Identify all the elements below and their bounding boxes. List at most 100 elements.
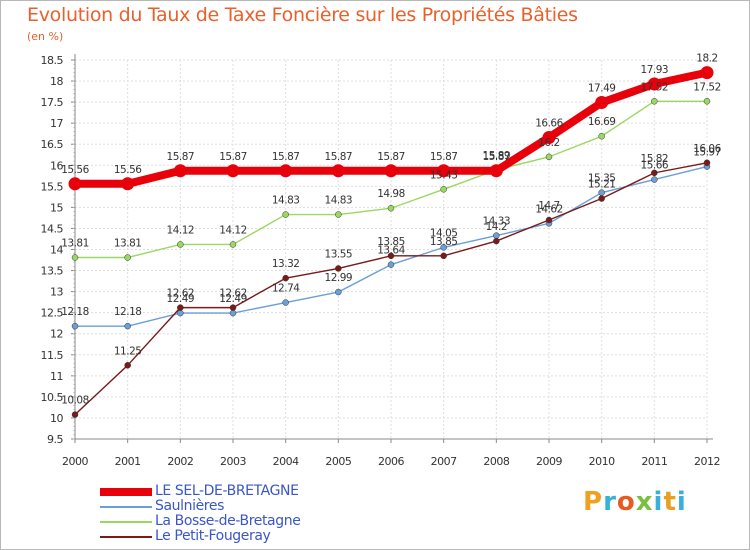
data-point: [595, 96, 609, 110]
y-tick-label: 17: [50, 117, 63, 130]
data-label: 13.55: [325, 248, 353, 260]
data-point: [335, 288, 342, 296]
data-label: 15.87: [377, 151, 405, 163]
data-point: [651, 176, 658, 183]
y-tick-label: 12: [50, 328, 63, 341]
data-point: [598, 132, 605, 140]
data-label: 15.89: [483, 150, 511, 162]
data-label: 11.25: [114, 345, 142, 357]
data-point: [545, 216, 553, 224]
data-label: 15.21: [588, 179, 616, 191]
data-point: [121, 177, 135, 191]
data-point: [387, 204, 395, 212]
data-point: [177, 241, 184, 248]
legend-swatch: [100, 521, 152, 523]
data-label: 15.82: [641, 153, 669, 165]
x-tick-label: 2011: [641, 455, 667, 468]
data-label: 13.85: [430, 236, 458, 248]
data-point: [331, 164, 345, 178]
x-tick-label: 2010: [589, 455, 615, 468]
data-point: [647, 77, 661, 91]
y-tick-label: 11: [50, 370, 63, 383]
data-label: 14.83: [272, 195, 300, 207]
data-label: 15.66: [641, 160, 669, 172]
data-point: [68, 177, 82, 191]
x-tick-label: 2000: [62, 455, 88, 468]
data-point: [279, 164, 293, 178]
data-label: 14.05: [430, 227, 458, 239]
data-point: [387, 252, 395, 260]
data-point: [440, 244, 447, 251]
data-label: 15.87: [325, 151, 353, 163]
y-tick-label: 15: [50, 201, 63, 214]
data-label: 12.18: [61, 306, 89, 318]
data-point: [229, 309, 237, 317]
data-label: 14.12: [219, 224, 247, 236]
data-label: 15.56: [61, 164, 89, 176]
data-point: [598, 189, 605, 196]
data-label: 15.56: [114, 164, 142, 176]
data-point: [71, 322, 79, 330]
y-tick-label: 14: [50, 244, 63, 257]
data-point: [177, 309, 184, 317]
data-point: [335, 211, 342, 218]
data-label: 17.52: [693, 81, 721, 93]
x-tick-label: 2006: [378, 455, 404, 468]
x-tick-label: 2007: [431, 455, 457, 468]
data-label: 16.06: [693, 143, 721, 155]
x-tick-label: 2012: [694, 455, 720, 468]
data-label: 16.2: [538, 137, 559, 149]
data-label: 14.83: [325, 195, 353, 207]
chart-title: Evolution du Taux de Taxe Foncière sur l…: [27, 4, 578, 26]
legend-swatch: [100, 488, 152, 496]
x-tick-label: 2001: [115, 455, 141, 468]
data-label: 15.97: [693, 147, 721, 159]
data-label: 14.98: [377, 188, 405, 200]
data-point: [703, 98, 711, 105]
data-point: [226, 164, 240, 178]
data-point: [493, 237, 500, 245]
legend-swatch: [100, 536, 152, 538]
legend-label: LE SEL-DE-BRETAGNE: [155, 483, 299, 499]
data-label: 12.49: [219, 293, 247, 305]
x-tick-label: 2009: [536, 455, 562, 468]
data-point: [282, 299, 289, 306]
legend-label: Saulnières: [155, 498, 224, 514]
data-label: 15.87: [219, 151, 247, 163]
y-tick-label: 10: [50, 412, 63, 425]
data-label: 12.49: [167, 293, 195, 305]
data-label: 15.43: [430, 169, 458, 181]
y-tick-label: 12.5: [41, 307, 64, 320]
data-point: [335, 265, 342, 272]
data-label: 15.35: [588, 173, 616, 185]
y-tick-label: 18.5: [41, 54, 64, 67]
data-label: 14.62: [535, 203, 563, 215]
data-label: 14.7: [538, 200, 559, 212]
data-point: [651, 169, 658, 177]
data-point: [71, 411, 79, 418]
data-point: [700, 66, 714, 80]
y-tick-label: 15.5: [41, 180, 64, 193]
data-label: 15.87: [430, 151, 458, 163]
y-tick-label: 18: [50, 75, 63, 88]
data-point: [177, 304, 184, 311]
y-tick-label: 9.5: [47, 433, 63, 446]
y-tick-label: 17.5: [41, 96, 64, 109]
data-point: [387, 261, 395, 268]
data-label: 12.62: [167, 288, 195, 300]
data-point: [173, 164, 187, 178]
data-point: [229, 304, 237, 311]
legend-label: La Bosse-de-Bretagne: [155, 513, 301, 529]
x-tick-label: 2005: [325, 455, 351, 468]
data-point: [703, 159, 711, 167]
x-tick-label: 2003: [220, 455, 246, 468]
data-label: 14.33: [483, 216, 511, 228]
y-tick-label: 13.5: [41, 265, 64, 278]
data-label: 16.66: [535, 117, 563, 129]
y-tick-label: 14.5: [41, 222, 64, 235]
data-label: 15.87: [483, 151, 511, 163]
data-label: 16.69: [588, 116, 616, 128]
data-label: 13.32: [272, 258, 300, 270]
data-label: 17.49: [588, 83, 616, 95]
